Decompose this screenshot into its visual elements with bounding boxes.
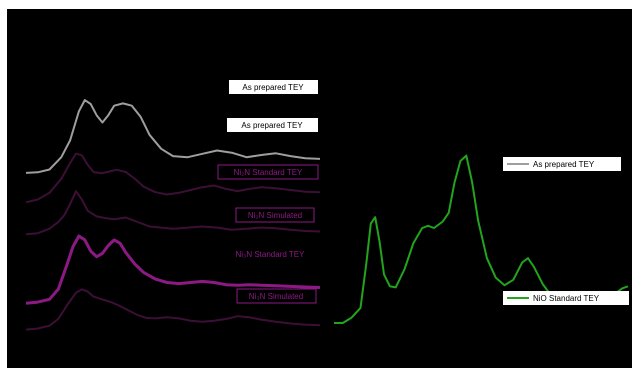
legend-as-prepared-tey-top: As prepared TEY: [229, 80, 318, 94]
series-line-ni-n-simulated: [25, 190, 321, 236]
right-legend-as-prepared-box: [503, 157, 621, 171]
right-legend-as-prepared: As prepared TEY: [503, 157, 621, 171]
legend-ni3n-simulated-box: [236, 288, 317, 304]
left-labels: As prepared TEY As prepared TEY Ni₂N Sta…: [217, 80, 319, 304]
right-legend-nio-standard: NiO Standard TEY: [503, 291, 629, 305]
legend-as-prepared-tey-2-box: [227, 118, 318, 132]
series-line-ni-n-standard-tey: [25, 234, 321, 305]
series-line-ni-n-standard-tey: [25, 152, 321, 204]
legend-ni2n-standard-tey-label: Ni₂N Standard TEY: [234, 168, 303, 177]
figure-background: [7, 9, 632, 368]
legend-as-prepared-tey-top-label: As prepared TEY: [242, 83, 304, 92]
legend-as-prepared-tey-2-label: As prepared TEY: [241, 121, 303, 130]
legend-ni3n-simulated-label: Ni₃N Simulated: [249, 292, 303, 301]
legend-ni2n-simulated-label: Ni₂N Simulated: [248, 211, 302, 220]
legend-ni3n-standard-tey: Ni₃N Standard TEY: [236, 250, 306, 259]
series-line-as-prepared-tey: [25, 99, 321, 174]
legend-ni2n-simulated-box: [235, 207, 315, 223]
legend-ni3n-standard-tey-label: Ni₃N Standard TEY: [236, 250, 306, 259]
legend-ni3n-simulated: Ni₃N Simulated: [236, 288, 317, 304]
right-legend-as-prepared-label: As prepared TEY: [533, 160, 595, 169]
legend-as-prepared-tey-top-box: [229, 80, 318, 94]
series-line-ni-n-simulated: [25, 288, 321, 331]
right-legend-nio-standard-label: NiO Standard TEY: [533, 294, 600, 303]
left-series-group: [25, 99, 321, 331]
legend-as-prepared-tey-2: As prepared TEY: [227, 118, 318, 132]
right-legend-nio-standard-box: [503, 291, 629, 305]
left-panel: As prepared TEY As prepared TEY Ni₂N Sta…: [25, 80, 321, 331]
legend-ni2n-simulated: Ni₂N Simulated: [235, 207, 315, 223]
right-panel: As prepared TEY NiO Standard TEY: [334, 154, 629, 324]
legend-ni2n-standard-tey: Ni₂N Standard TEY: [217, 164, 319, 180]
legend-ni2n-standard-tey-box: [217, 164, 319, 180]
